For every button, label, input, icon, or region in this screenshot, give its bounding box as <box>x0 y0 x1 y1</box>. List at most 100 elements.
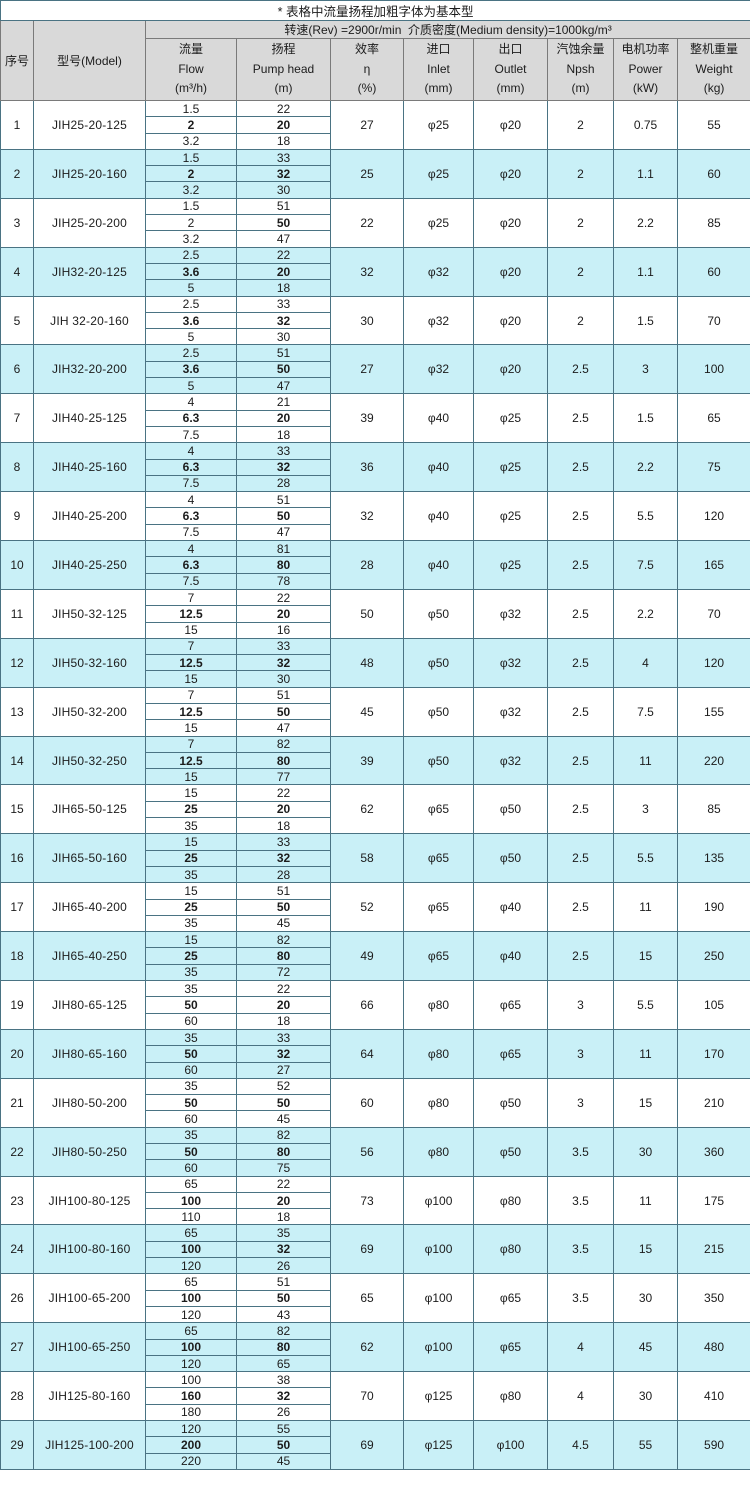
row-index: 27 <box>0 1322 34 1373</box>
weight-value: 60 <box>676 246 750 297</box>
weight-value: 210 <box>676 1077 750 1128</box>
flow-value: 12.5 <box>145 702 237 721</box>
flow-value: 65 <box>145 1224 237 1242</box>
flow-value: 15 <box>145 670 237 688</box>
outlet-value: φ32 <box>473 735 548 786</box>
table-row: 9 JIH40-25-200 4 51 32 φ40 φ25 2.5 5.5 120 <box>0 491 750 542</box>
table-row: 7.5 28 <box>1 474 750 493</box>
inlet-value: φ125 <box>403 1420 474 1470</box>
efficiency-value: 39 <box>330 735 404 786</box>
flow-value: 35 <box>145 963 237 982</box>
weight-value: 70 <box>676 588 750 639</box>
weight-value: 215 <box>676 1224 750 1275</box>
outlet-value: φ20 <box>473 246 548 297</box>
head-value: 50 <box>236 1094 331 1112</box>
table-row: 6.3 20 <box>1 409 750 427</box>
inlet-value: φ50 <box>403 735 474 786</box>
model-cell: JIH50-32-200 <box>33 686 146 737</box>
table-row: 25 80 <box>1 947 750 965</box>
col-header-inlet-zh: 进口 <box>426 42 451 57</box>
head-value: 50 <box>236 702 331 721</box>
npsh-value: 3.5 <box>547 1175 614 1226</box>
col-header-outlet: 出口 Outlet (mm) <box>473 38 548 101</box>
head-value: 45 <box>236 1110 331 1128</box>
table-row: 6.3 50 <box>1 507 750 525</box>
weight-value: 410 <box>676 1371 750 1422</box>
head-value: 32 <box>236 1045 331 1063</box>
outlet-value: φ50 <box>473 833 548 884</box>
efficiency-value: 65 <box>330 1273 404 1324</box>
table-row: 15 47 <box>1 719 750 737</box>
head-value: 28 <box>236 474 331 493</box>
head-value: 38 <box>236 1371 331 1389</box>
head-value: 51 <box>236 197 331 216</box>
power-value: 11 <box>613 735 678 786</box>
flow-value: 12.5 <box>145 605 237 623</box>
model-cell: JIH25-20-160 <box>33 148 146 199</box>
weight-value: 170 <box>676 1028 750 1079</box>
model-cell: JIH80-50-200 <box>33 1077 146 1128</box>
power-value: 30 <box>613 1126 678 1177</box>
flow-value: 7 <box>145 735 237 753</box>
weight-value: 105 <box>676 980 750 1030</box>
npsh-value: 2.5 <box>547 637 614 688</box>
head-value: 32 <box>236 654 331 672</box>
head-value: 50 <box>236 898 331 916</box>
table-row: 6.3 32 <box>1 458 750 476</box>
col-header-head-zh: 扬程 <box>271 42 296 57</box>
table-row: 3.2 30 <box>1 181 750 199</box>
head-value: 22 <box>236 1175 331 1193</box>
model-cell: JIH100-65-200 <box>33 1273 146 1324</box>
col-header-flow: 流量 Flow (m³/h) <box>145 38 237 101</box>
model-cell: JIH80-65-160 <box>33 1028 146 1079</box>
head-value: 18 <box>236 132 331 150</box>
flow-value: 120 <box>145 1305 237 1324</box>
weight-value: 360 <box>676 1126 750 1177</box>
weight-value: 350 <box>676 1273 750 1324</box>
inlet-value: φ32 <box>403 246 474 297</box>
weight-value: 250 <box>676 931 750 982</box>
flow-value: 15 <box>145 621 237 639</box>
weight-value: 190 <box>676 882 750 933</box>
power-value: 1.5 <box>613 295 678 346</box>
head-value: 51 <box>236 1273 331 1291</box>
power-value: 0.75 <box>613 100 678 150</box>
inlet-value: φ40 <box>403 393 474 444</box>
power-value: 1.1 <box>613 246 678 297</box>
head-value: 80 <box>236 1338 331 1356</box>
npsh-value: 3 <box>547 1077 614 1128</box>
head-value: 20 <box>236 409 331 427</box>
head-value: 33 <box>236 295 331 313</box>
inlet-value: φ125 <box>403 1371 474 1422</box>
weight-value: 120 <box>676 637 750 688</box>
model-cell: JIH40-25-160 <box>33 442 146 493</box>
npsh-value: 3.5 <box>547 1224 614 1275</box>
col-header-npsh-en: Npsh <box>566 61 595 76</box>
inlet-value: φ65 <box>403 833 474 884</box>
model-cell: JIH125-100-200 <box>33 1420 146 1470</box>
col-header-outlet-en: Outlet <box>494 61 527 76</box>
flow-value: 7.5 <box>145 572 237 590</box>
head-value: 32 <box>236 165 331 183</box>
power-value: 4 <box>613 637 678 688</box>
weight-value: 175 <box>676 1175 750 1226</box>
weight-value: 165 <box>676 540 750 590</box>
npsh-value: 4 <box>547 1322 614 1373</box>
power-value: 7.5 <box>613 540 678 590</box>
flow-value: 15 <box>145 882 237 900</box>
power-value: 5.5 <box>613 491 678 542</box>
head-value: 50 <box>236 1436 331 1454</box>
flow-value: 35 <box>145 980 237 998</box>
efficiency-value: 32 <box>330 246 404 297</box>
flow-value: 15 <box>145 784 237 802</box>
power-value: 45 <box>613 1322 678 1373</box>
outlet-value: φ80 <box>473 1224 548 1275</box>
head-value: 72 <box>236 963 331 982</box>
npsh-value: 2.5 <box>547 491 614 542</box>
flow-value: 35 <box>145 1077 237 1096</box>
flow-value: 2.5 <box>145 246 237 264</box>
model-cell: JIH40-25-200 <box>33 491 146 542</box>
efficiency-value: 69 <box>330 1224 404 1275</box>
head-value: 80 <box>236 556 331 574</box>
efficiency-value: 58 <box>330 833 404 884</box>
